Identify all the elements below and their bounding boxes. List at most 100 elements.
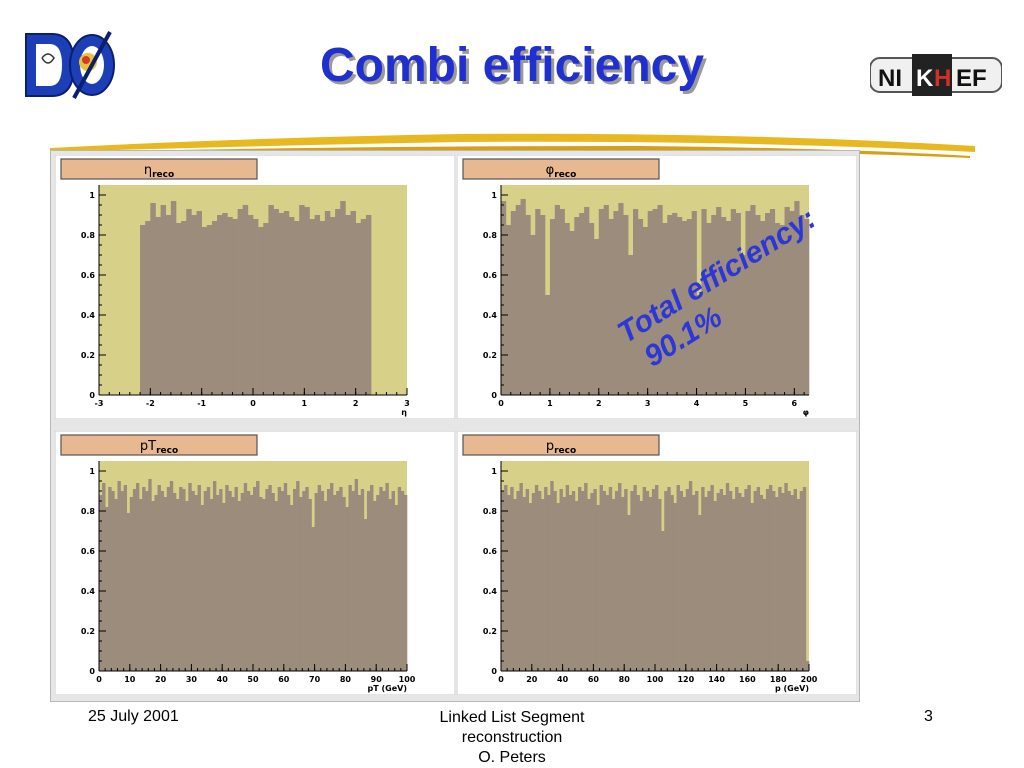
bar: [510, 487, 514, 671]
bar: [637, 219, 644, 395]
bar: [232, 219, 238, 395]
x-tick-label: 200: [801, 675, 818, 684]
bar: [234, 487, 238, 671]
x-tick-label: 2: [596, 399, 602, 408]
bar: [394, 505, 399, 671]
bar: [365, 215, 372, 395]
x-tick-label: 20: [526, 675, 538, 684]
bar: [648, 497, 653, 671]
bar: [335, 209, 341, 395]
bar: [787, 491, 791, 671]
bar: [799, 491, 804, 671]
bar: [744, 489, 748, 671]
bar: [672, 213, 678, 395]
bar: [691, 495, 696, 671]
bar: [799, 215, 805, 395]
bar: [129, 497, 134, 671]
footer-line-3: O. Peters: [478, 749, 546, 766]
bar: [188, 483, 192, 671]
bar: [515, 205, 521, 395]
bar: [140, 225, 146, 395]
bar: [789, 211, 795, 395]
bar: [403, 495, 408, 671]
bar: [160, 205, 167, 395]
bar: [520, 199, 526, 395]
bars: [501, 199, 810, 395]
bar: [765, 213, 771, 395]
bar: [774, 223, 780, 395]
bar: [682, 497, 687, 671]
bar: [108, 487, 112, 671]
bar: [273, 209, 279, 395]
bar: [596, 505, 600, 671]
bar: [117, 481, 121, 671]
bar: [677, 217, 683, 395]
bar: [330, 483, 334, 671]
bar: [639, 501, 643, 671]
bar: [698, 515, 702, 671]
plot-title: φreco: [546, 163, 577, 180]
bar: [354, 479, 359, 671]
bar: [710, 485, 714, 671]
bar: [348, 485, 352, 671]
bar: [721, 217, 727, 395]
bar: [805, 661, 810, 671]
svg-text:NI: NI: [878, 65, 902, 92]
bar: [645, 491, 650, 671]
bar: [794, 201, 800, 395]
plot-title: ηreco: [144, 163, 174, 180]
bar: [647, 211, 653, 395]
bar: [148, 479, 152, 671]
footer-center: Linked List Segment reconstruction O. Pe…: [362, 708, 662, 768]
x-tick-label: 5: [743, 399, 749, 408]
bar: [311, 527, 315, 671]
footer-line-1: Linked List Segment: [439, 709, 585, 726]
bar: [528, 503, 533, 671]
bar: [340, 201, 346, 395]
bar: [391, 491, 395, 671]
bar: [222, 503, 226, 671]
bar: [225, 485, 229, 671]
svg-text:K: K: [916, 65, 934, 92]
y-tick-label: 1: [89, 467, 95, 476]
x-tick-label: 140: [708, 675, 725, 684]
bar: [642, 227, 648, 395]
bar: [289, 505, 294, 671]
bar: [642, 487, 647, 671]
bar: [636, 495, 640, 671]
bar: [320, 491, 325, 671]
x-tick-label: 70: [309, 675, 321, 684]
x-tick-label: 50: [247, 675, 259, 684]
bar: [691, 211, 697, 395]
bar: [623, 215, 629, 395]
bar: [602, 491, 607, 671]
bar: [309, 219, 315, 395]
x-tick-label: 20: [155, 675, 167, 684]
bar: [525, 489, 530, 671]
bar: [725, 483, 730, 671]
bar: [755, 215, 761, 395]
bar: [194, 495, 198, 671]
y-tick-label: 0.8: [483, 507, 498, 516]
bar: [762, 499, 767, 671]
bar: [550, 481, 554, 671]
bar: [796, 499, 801, 671]
decorative-swoosh: [40, 126, 980, 166]
bars: [501, 481, 810, 671]
x-tick-label: 160: [739, 675, 756, 684]
bar: [280, 491, 285, 671]
bar: [293, 489, 297, 671]
bar: [182, 489, 186, 671]
bar: [274, 501, 278, 671]
bar: [716, 493, 720, 671]
bar: [201, 227, 208, 395]
bar: [388, 499, 392, 671]
bar: [587, 499, 591, 671]
x-tick-label: -2: [146, 399, 155, 408]
bar: [784, 483, 788, 671]
x-tick-label: 1: [547, 399, 553, 408]
bar: [793, 489, 797, 671]
bar: [802, 487, 807, 671]
bar: [247, 215, 254, 395]
bar: [701, 487, 705, 671]
